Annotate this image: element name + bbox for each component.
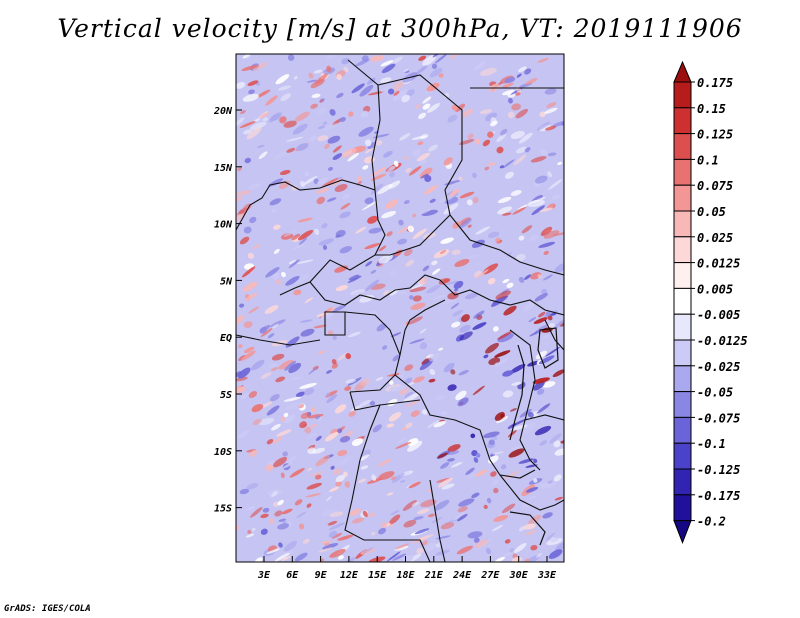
colorbar-bottom-arrow: [673, 520, 692, 544]
colorbar-bin: [673, 416, 692, 444]
lat-tick-label: 10S: [214, 447, 232, 458]
colorbar-tick-label: -0.05: [697, 386, 733, 400]
colorbar-tick-label: -0.075: [697, 411, 740, 425]
colorbar-bin: [673, 468, 692, 496]
lat-tick-label: 20N: [213, 106, 233, 117]
colorbar-bin: [673, 210, 692, 238]
colorbar-bin: [673, 107, 692, 135]
colorbar-tick-label: 0.175: [697, 76, 733, 90]
colorbar-tick-label: 0.05: [697, 205, 726, 219]
country-borders: [236, 59, 564, 562]
colorbar-bin: [673, 133, 692, 160]
lon-tick-label: 24E: [452, 570, 472, 581]
colorbar-bin: [673, 81, 692, 109]
lat-tick-label: 5S: [220, 390, 232, 401]
lat-tick-label: 5N: [220, 276, 233, 287]
colorbar-tick-label: 0.005: [697, 282, 733, 296]
colorbar-bin: [673, 494, 692, 522]
latitude-axis: 20N 15N 10N 5N EQ 5S 10S 15S: [213, 106, 242, 515]
vertical-velocity-field: [236, 54, 564, 562]
lat-tick-label: 15S: [214, 504, 232, 515]
colorbar: 0.175 0.15 0.125 0.1 0.075 0.05 0.025 0.0125 0.0…: [673, 60, 748, 544]
footer-credit: GrADS: IGES/COLA: [4, 604, 91, 614]
colorbar-bin: [673, 158, 692, 186]
lon-tick-label: 6E: [286, 570, 299, 581]
colorbar-bin: [673, 236, 692, 264]
colorbar-bin: [673, 339, 692, 367]
colorbar-tick-label: -0.2: [697, 515, 726, 529]
colorbar-tick-label: -0.0125: [697, 334, 748, 348]
colorbar-bin: [673, 442, 692, 470]
lon-tick-label: 9E: [315, 570, 328, 581]
lon-tick-label: 3E: [257, 570, 271, 581]
colorbar-tick-label: -0.005: [697, 308, 740, 322]
lon-tick-label: 27E: [480, 570, 500, 581]
colorbar-bin: [673, 184, 692, 212]
colorbar-bin: [673, 262, 692, 289]
colorbar-tick-label: -0.025: [697, 360, 740, 374]
lon-tick-label: 30E: [509, 570, 529, 581]
lon-tick-label: 18E: [396, 570, 415, 581]
lake-outlines: [509, 327, 559, 546]
colorbar-tick-label: 0.025: [697, 231, 733, 245]
map-frame: [235, 53, 565, 563]
colorbar-tick-label: -0.175: [697, 489, 740, 503]
colorbar-tick-label: -0.1: [697, 437, 726, 451]
colorbar-tick-label: 0.0125: [697, 257, 740, 271]
colorbar-bin: [673, 391, 692, 418]
colorbar-tick-label: 0.125: [697, 128, 733, 142]
lon-tick-label: 21E: [424, 570, 444, 581]
colorbar-bin: [673, 365, 692, 393]
colorbar-tick-label: -0.125: [697, 463, 740, 477]
lon-tick-label: 12E: [340, 570, 359, 581]
longitude-axis: 3E 6E 9E 12E 15E 18E 21E 24E 27E 30E 33E: [257, 556, 557, 581]
colorbar-bin: [673, 287, 692, 315]
lon-tick-label: 33E: [537, 570, 557, 581]
chart-title: Vertical velocity [m/s] at 300hPa, VT: 2…: [57, 14, 743, 43]
lat-tick-label: 15N: [214, 163, 233, 174]
lat-tick-label: 10N: [214, 220, 233, 231]
colorbar-tick-label: 0.15: [697, 102, 726, 116]
colorbar-top-arrow: [673, 60, 692, 83]
colorbar-tick-label: 0.1: [697, 153, 719, 167]
colorbar-bin: [673, 313, 692, 341]
colorbar-tick-label: 0.075: [697, 179, 733, 193]
lon-tick-label: 15E: [368, 570, 387, 581]
lat-tick-label: EQ: [220, 333, 232, 344]
